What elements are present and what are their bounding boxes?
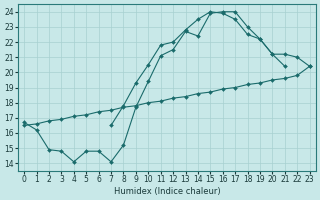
X-axis label: Humidex (Indice chaleur): Humidex (Indice chaleur) [114, 187, 220, 196]
